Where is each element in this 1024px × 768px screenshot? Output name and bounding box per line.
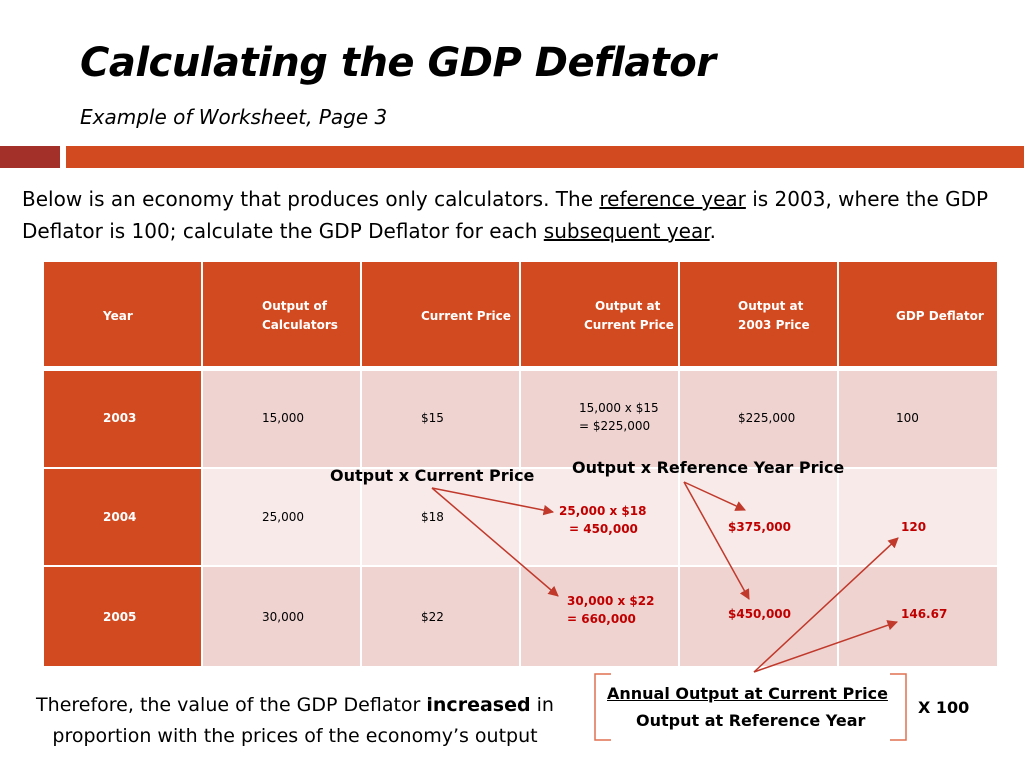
conclusion-part1: Therefore, the value of the GDP Deflator: [36, 694, 427, 716]
row-2005-price: $22: [421, 610, 444, 624]
row-2004-output-cell: 25,000: [203, 469, 360, 565]
intro-text-1: Below is an economy that produces only c…: [22, 187, 600, 211]
row-2005-ref-cell: $450,000: [680, 567, 837, 666]
row-2005-output-cell: 30,000: [203, 567, 360, 666]
header-cell-output-2003: Output at 2003 Price: [680, 262, 837, 366]
row-2005-ref-output: $450,000: [728, 607, 792, 621]
row-2005-calc-cell: 30,000 x $22 = 660,000: [521, 567, 678, 666]
formula-bracket-left: [594, 673, 611, 741]
header-price: Current Price: [421, 309, 511, 323]
accent-bar-dark: [0, 146, 60, 168]
header-cell-output: Output of Calculators: [203, 262, 360, 366]
arrow-reference-2005: [683, 481, 750, 600]
row-2004-output: 25,000: [262, 510, 304, 524]
row-2003-output-cell: 15,000: [203, 371, 360, 467]
row-2004-year-cell: 2004: [44, 469, 201, 565]
row-2004-ref-cell: $375,000: [680, 469, 837, 565]
row-2005-deflator: 146.67: [901, 607, 948, 621]
header-output-2003-line1: Output at: [738, 299, 804, 313]
row-2005-calc-line2: = 660,000: [567, 612, 636, 626]
intro-text-3: .: [709, 219, 716, 243]
formula-numerator: Annual Output at Current Price: [607, 684, 888, 703]
arrow-formula-2004: [753, 537, 899, 673]
row-2005-calc-line1: 30,000 x $22: [567, 594, 655, 608]
arrow-current-2005: [431, 487, 559, 597]
row-2003-year-cell: 2003: [44, 371, 201, 467]
intro-text-2: is 2003, where the GDP Deflator is 100; …: [22, 187, 989, 243]
row-2003-calc-cell: 15,000 x $15 = $225,000: [521, 371, 678, 467]
row-2004-deflator-cell: 120: [839, 469, 997, 565]
row-2004-deflator: 120: [901, 520, 927, 534]
row-2005-year: 2005: [103, 610, 137, 624]
accent-bar: [66, 146, 1024, 168]
formula-bracket-right: [890, 673, 907, 741]
row-2004-year: 2004: [103, 510, 137, 524]
row-2003-price: $15: [421, 411, 444, 425]
reference-year-term: reference year: [599, 187, 746, 211]
conclusion-emphasis: increased: [426, 694, 531, 716]
formula-denominator: Output at Reference Year: [636, 711, 866, 730]
header-output-line2: Calculators: [262, 318, 338, 332]
row-2003-calc-line1: 15,000 x $15: [579, 401, 659, 415]
row-2004-calc-line1: 25,000 x $18: [559, 504, 647, 518]
row-2003-ref-output: $225,000: [738, 411, 796, 425]
slide-title: Calculating the GDP Deflator: [80, 40, 716, 86]
row-2003-deflator: 100: [896, 411, 919, 425]
conclusion-part2: in proportion with the prices of the eco…: [52, 694, 554, 747]
annotation-output-current-price: Output x Current Price: [330, 466, 535, 485]
conclusion-text: Therefore, the value of the GDP Deflator…: [10, 690, 580, 752]
header-year: Year: [103, 309, 133, 323]
arrow-formula-2005: [753, 620, 898, 673]
row-2003-ref-cell: $225,000: [680, 371, 837, 467]
row-2003-output: 15,000: [262, 411, 304, 425]
row-2004-price-cell: $18: [362, 469, 519, 565]
arrow-reference-2004: [683, 481, 746, 511]
header-cell-output-current: Output at Current Price: [521, 262, 678, 366]
intro-paragraph: Below is an economy that produces only c…: [22, 183, 1017, 247]
row-2003-deflator-cell: 100: [839, 371, 997, 467]
header-output-current-line1: Output at: [595, 299, 661, 313]
row-2005-deflator-cell: 146.67: [839, 567, 997, 666]
arrow-current-2004: [431, 487, 555, 516]
header-output-current-line2: Current Price: [584, 318, 674, 332]
row-2004-ref-output: $375,000: [728, 520, 792, 534]
header-cell-price: Current Price: [362, 262, 519, 366]
row-2003-year: 2003: [103, 411, 137, 425]
row-2004-price: $18: [421, 510, 444, 524]
row-2003-calc-line2: = $225,000: [579, 419, 651, 433]
subsequent-year-term: subsequent year: [543, 219, 710, 243]
row-2003-price-cell: $15: [362, 371, 519, 467]
row-2005-year-cell: 2005: [44, 567, 201, 666]
slide-subtitle: Example of Worksheet, Page 3: [80, 105, 388, 129]
header-output-2003-line2: 2003 Price: [738, 318, 810, 332]
header-output-line1: Output of: [262, 299, 327, 313]
row-2004-calc-line2: = 450,000: [569, 522, 638, 536]
header-cell-deflator: GDP Deflator: [839, 262, 997, 366]
gdp-table: Year Output of Calculators Current Price…: [44, 262, 997, 666]
row-2004-calc-cell: 25,000 x $18 = 450,000: [521, 469, 678, 565]
header-deflator: GDP Deflator: [896, 309, 984, 323]
formula-multiplier: X 100: [918, 698, 970, 717]
annotation-output-reference-price: Output x Reference Year Price: [572, 458, 845, 477]
row-2005-price-cell: $22: [362, 567, 519, 666]
row-2005-output: 30,000: [262, 610, 304, 624]
header-cell-year: Year: [44, 262, 201, 366]
